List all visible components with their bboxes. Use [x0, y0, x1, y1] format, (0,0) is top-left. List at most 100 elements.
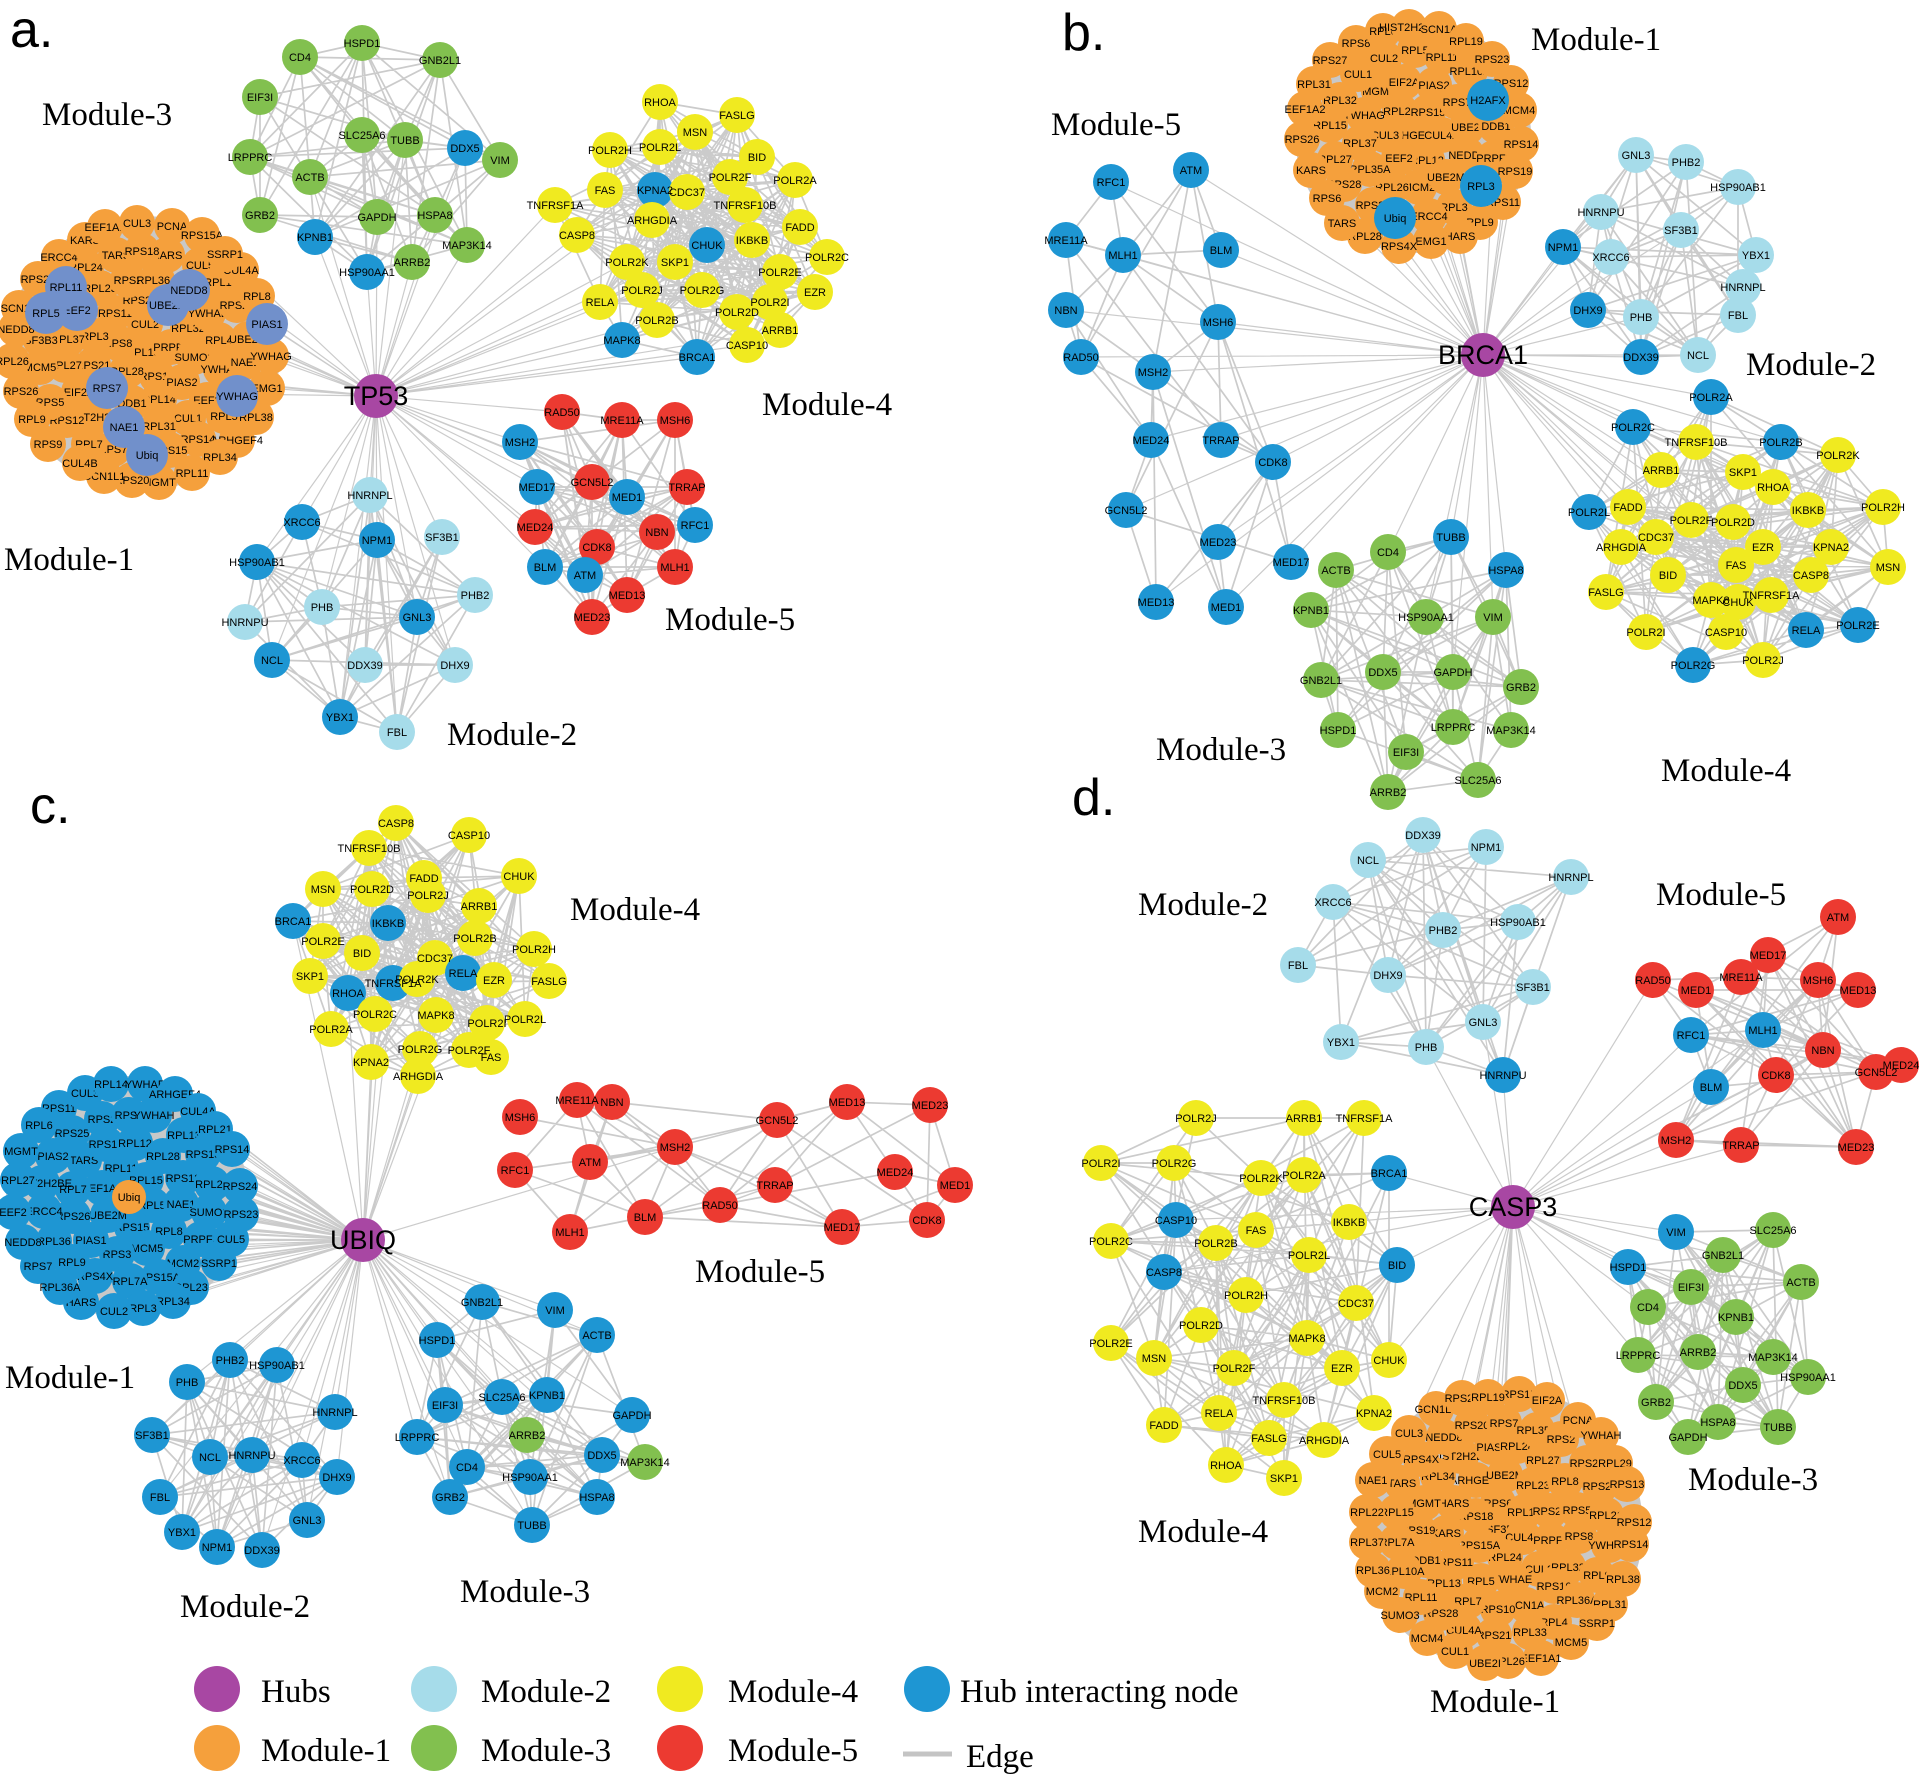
svg-text:POLR2D: POLR2D	[350, 884, 394, 896]
svg-text:MED23: MED23	[1200, 537, 1237, 549]
svg-text:PCNA: PCNA	[157, 221, 188, 233]
svg-text:YWHAE: YWHAE	[188, 308, 228, 320]
svg-text:RPL19: RPL19	[1449, 36, 1483, 48]
svg-text:MSN: MSN	[1142, 1353, 1167, 1365]
svg-text:FBL: FBL	[1288, 960, 1308, 972]
svg-text:MED13: MED13	[829, 1097, 866, 1109]
svg-text:RPL9: RPL9	[18, 414, 46, 426]
svg-text:SF3B1: SF3B1	[1516, 982, 1550, 994]
svg-text:RPL34: RPL34	[203, 452, 237, 464]
svg-text:HSP90AA1: HSP90AA1	[1398, 612, 1454, 624]
svg-text:RAD50: RAD50	[1635, 975, 1670, 987]
svg-text:EZR: EZR	[804, 287, 826, 299]
svg-text:Module-4: Module-4	[1661, 753, 1791, 789]
svg-text:YBX1: YBX1	[1742, 250, 1770, 262]
svg-text:NCL: NCL	[199, 1452, 221, 1464]
svg-text:POLR2C: POLR2C	[1611, 422, 1655, 434]
svg-text:RPS9: RPS9	[34, 439, 63, 451]
svg-text:POLR2C: POLR2C	[805, 252, 849, 264]
svg-text:RPS19: RPS19	[1498, 166, 1533, 178]
svg-text:KARS: KARS	[1431, 1528, 1461, 1540]
svg-text:FBL: FBL	[150, 1492, 170, 1504]
svg-text:CUL3: CUL3	[71, 1088, 99, 1100]
svg-text:ARRB2: ARRB2	[394, 257, 431, 269]
svg-text:BLM: BLM	[534, 562, 557, 574]
svg-text:RPL3: RPL3	[1440, 202, 1468, 214]
svg-text:Module-1: Module-1	[4, 542, 134, 578]
svg-text:POLR2F: POLR2F	[1213, 1363, 1256, 1375]
svg-text:RPL15: RPL15	[1380, 1507, 1414, 1519]
svg-text:RPL8: RPL8	[243, 291, 271, 303]
svg-text:ERCC4: ERCC4	[40, 252, 77, 264]
svg-text:EEF1A1: EEF1A1	[1521, 1653, 1562, 1665]
svg-text:CDK8: CDK8	[1258, 457, 1287, 469]
svg-text:TRRAP: TRRAP	[668, 482, 705, 494]
svg-text:NCL: NCL	[1357, 855, 1379, 867]
svg-text:RFC1: RFC1	[681, 520, 710, 532]
svg-text:DHX9: DHX9	[1573, 305, 1602, 317]
svg-text:MRE11A: MRE11A	[600, 415, 644, 427]
svg-text:CASP8: CASP8	[378, 818, 414, 830]
svg-text:TARS: TARS	[102, 250, 131, 262]
svg-text:MAP3K14: MAP3K14	[1748, 1352, 1798, 1364]
svg-text:RPL5: RPL5	[138, 1200, 166, 1212]
svg-text:RPS20: RPS20	[115, 475, 150, 487]
svg-text:SKP1: SKP1	[1729, 467, 1757, 479]
svg-text:MCM2: MCM2	[167, 1258, 199, 1270]
svg-text:RPS7: RPS7	[1443, 97, 1472, 109]
svg-text:RPS4X: RPS4X	[1403, 1454, 1440, 1466]
svg-text:POLR2I: POLR2I	[1626, 627, 1665, 639]
svg-text:RPS24: RPS24	[1583, 1481, 1618, 1493]
svg-text:RPS26: RPS26	[4, 386, 39, 398]
svg-text:KPNB1: KPNB1	[1293, 605, 1329, 617]
svg-text:RPS3: RPS3	[103, 1249, 132, 1261]
svg-text:Module-4: Module-4	[728, 1674, 858, 1710]
svg-text:TNFRSF1A: TNFRSF1A	[1743, 590, 1801, 602]
svg-text:H2AFX: H2AFX	[1470, 95, 1506, 107]
svg-text:EEF1A1: EEF1A1	[82, 1183, 123, 1195]
svg-text:RPS26: RPS26	[1285, 134, 1320, 146]
svg-text:NEDD8: NEDD8	[1425, 1432, 1462, 1444]
svg-text:Module-2: Module-2	[447, 717, 577, 753]
svg-text:KPNA2: KPNA2	[637, 185, 673, 197]
svg-text:TNFRSF1A: TNFRSF1A	[1336, 1113, 1394, 1125]
svg-text:CUL2: CUL2	[100, 1306, 128, 1318]
svg-text:RPL38: RPL38	[1606, 1574, 1640, 1586]
svg-text:CUL1: CUL1	[1441, 1646, 1469, 1658]
svg-text:YWHAH: YWHAH	[1581, 1430, 1622, 1442]
svg-text:MED13: MED13	[1840, 985, 1877, 997]
svg-text:POLR2G: POLR2G	[1152, 1158, 1197, 1170]
svg-text:RPS15A: RPS15A	[181, 230, 224, 242]
svg-text:RPL22: RPL22	[1350, 1507, 1384, 1519]
svg-text:EEF2: EEF2	[0, 1207, 27, 1219]
svg-text:TUBB: TUBB	[390, 135, 419, 147]
svg-text:HSP90AA1: HSP90AA1	[502, 1472, 558, 1484]
svg-text:SLC25A6: SLC25A6	[1749, 1225, 1796, 1237]
svg-text:POLR2A: POLR2A	[309, 1024, 353, 1036]
svg-text:FASLG: FASLG	[1251, 1433, 1286, 1445]
svg-text:NCL: NCL	[1687, 350, 1709, 362]
svg-text:NPM1: NPM1	[1548, 242, 1579, 254]
svg-text:DDX5: DDX5	[587, 1450, 616, 1462]
svg-text:POLR2A: POLR2A	[1282, 1170, 1326, 1182]
svg-text:RPS8: RPS8	[1565, 1531, 1594, 1543]
svg-text:Module-5: Module-5	[1656, 877, 1786, 913]
svg-text:CDK8: CDK8	[912, 1215, 941, 1227]
svg-text:BRCA1: BRCA1	[275, 916, 312, 928]
svg-text:UBE2M: UBE2M	[89, 1210, 127, 1222]
svg-text:NAE1: NAE1	[167, 1199, 196, 1211]
svg-text:d.: d.	[1072, 769, 1115, 827]
svg-text:GNB2L1: GNB2L1	[419, 55, 461, 67]
svg-text:SUMO3: SUMO3	[1380, 1610, 1419, 1622]
svg-text:RPS14: RPS14	[1614, 1539, 1649, 1551]
svg-text:HNRNPL: HNRNPL	[1720, 282, 1765, 294]
svg-text:RPL37: RPL37	[51, 334, 85, 346]
svg-text:POLR2L: POLR2L	[639, 142, 681, 154]
svg-text:CUL3: CUL3	[1371, 130, 1399, 142]
svg-text:YWHAG: YWHAG	[250, 351, 292, 363]
svg-text:MED23: MED23	[912, 1100, 949, 1112]
svg-text:RPL13: RPL13	[167, 1130, 201, 1142]
svg-text:RPL35A: RPL35A	[1350, 164, 1392, 176]
svg-text:POLR2A: POLR2A	[773, 175, 817, 187]
svg-text:MED1: MED1	[612, 492, 643, 504]
